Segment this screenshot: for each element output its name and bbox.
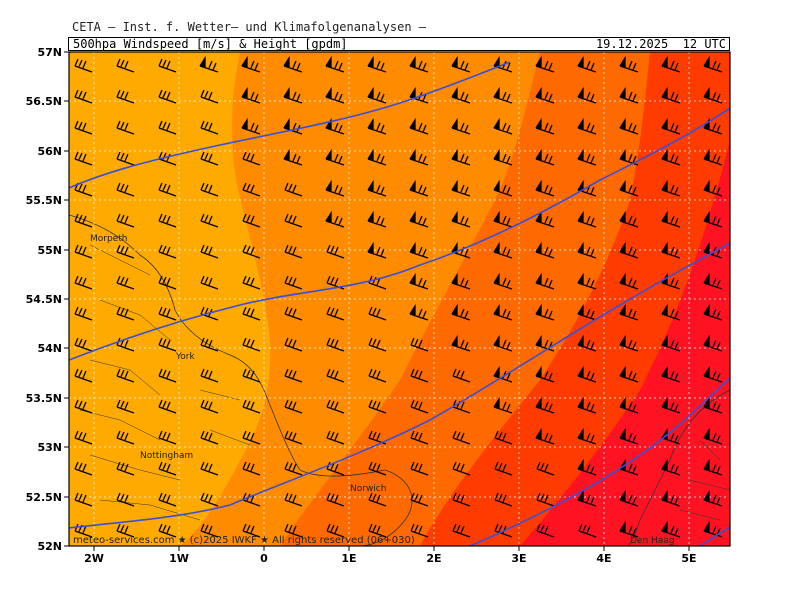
lat-label: 52N bbox=[37, 540, 62, 553]
lat-label: 53N bbox=[37, 441, 62, 454]
height-contour-1 bbox=[69, 61, 511, 189]
latitude-labels: 57N 56.5N 56N 55.5N 55N 54.5N 54N 53.5N … bbox=[26, 46, 62, 553]
lon-label: 5E bbox=[681, 552, 696, 565]
coastlines bbox=[69, 214, 730, 546]
wind-band-5 bbox=[520, 140, 730, 546]
lat-label: 57N bbox=[37, 46, 62, 59]
longitude-labels: 2W 1W 0 1E 2E 3E 4E 5E bbox=[84, 552, 696, 565]
lat-label: 54N bbox=[37, 342, 62, 355]
height-contours bbox=[69, 61, 730, 546]
lat-label: 54.5N bbox=[26, 293, 62, 306]
height-contour-5 bbox=[699, 526, 730, 546]
lon-label: 1W bbox=[169, 552, 189, 565]
lon-label: 0 bbox=[260, 552, 268, 565]
lon-label: 4E bbox=[596, 552, 611, 565]
place-label-york: York bbox=[175, 352, 196, 362]
place-label-nottingham: Nottingham bbox=[140, 451, 193, 461]
height-contour-3 bbox=[69, 242, 730, 529]
lat-label: 53.5N bbox=[26, 392, 62, 405]
lon-label: 3E bbox=[511, 552, 526, 565]
lon-label: 2W bbox=[84, 552, 104, 565]
nl-coast bbox=[627, 389, 730, 546]
lon-label: 1E bbox=[341, 552, 356, 565]
lat-label: 55.5N bbox=[26, 194, 62, 207]
place-label-den-haag: Den Haag bbox=[630, 536, 675, 546]
lon-label: 2E bbox=[426, 552, 441, 565]
uk-coast bbox=[69, 214, 413, 546]
lat-label: 56N bbox=[37, 145, 62, 158]
tick-marks bbox=[64, 51, 690, 551]
footer-credit: meteo-services.com ★ (c)2025 IWKF ★ All … bbox=[73, 535, 415, 546]
place-label-norwich: Norwich bbox=[350, 484, 386, 494]
header-box: 500hpa_Windspeed_[m/s]_&_Height_[gpdm] 1… bbox=[68, 37, 730, 51]
height-contour-4 bbox=[469, 377, 730, 546]
variable-label: 500hpa_Windspeed_[m/s]_&_Height_[gpdm] bbox=[73, 37, 348, 51]
graticule bbox=[69, 52, 730, 546]
lat-label: 52.5N bbox=[26, 491, 62, 504]
nl-borders bbox=[679, 439, 730, 521]
place-label-morpeth: Morpeth bbox=[90, 234, 127, 244]
lat-label: 55N bbox=[37, 244, 62, 257]
plot-area: Morpeth York Nottingham Norwich Den Haag… bbox=[69, 52, 730, 546]
uk-borders bbox=[79, 244, 251, 521]
lat-label: 56.5N bbox=[26, 95, 62, 108]
height-contour-2 bbox=[69, 107, 730, 361]
institution-title: CETA — Inst. f. Wetter— und Klimafolgena… bbox=[72, 20, 427, 34]
valid-time: 19.12.2025 12 UTC bbox=[595, 37, 726, 51]
